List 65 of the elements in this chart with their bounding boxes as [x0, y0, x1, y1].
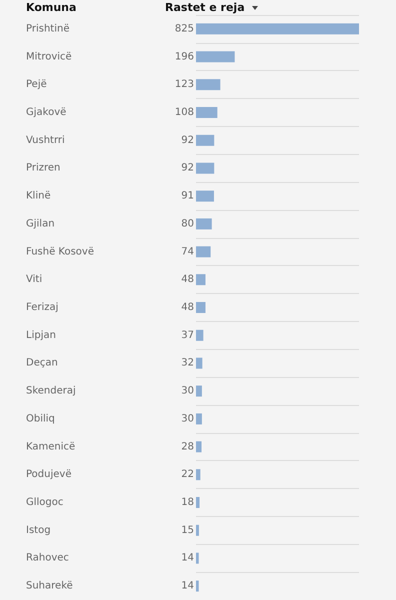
bar [196, 134, 214, 146]
bar [196, 23, 359, 34]
data-label: 14 [181, 580, 194, 592]
y-tick-label: Pejë [26, 79, 47, 90]
y-tick-label: Prishtinë [26, 23, 70, 34]
y-tick-label: Ferizaj [26, 302, 58, 313]
data-label: 30 [181, 413, 194, 424]
bar [196, 190, 214, 202]
y-tick-label: Obiliq [26, 413, 55, 424]
data-label: 15 [181, 524, 194, 536]
data-label: 825 [174, 23, 194, 34]
bar [196, 386, 202, 397]
y-tick-label: Gllogoc [26, 497, 64, 508]
bar [196, 330, 204, 341]
bar [196, 51, 235, 62]
y-tick-label: Klinë [26, 190, 51, 202]
data-label: 48 [181, 302, 194, 313]
y-tick-label: Suharekë [26, 580, 73, 592]
bar [196, 469, 200, 480]
y-tick-label: Fushë Kosovë [26, 246, 94, 258]
y-tick-label: Skenderaj [26, 386, 76, 397]
data-label: 48 [181, 274, 194, 286]
bar [196, 162, 214, 174]
data-label: 74 [181, 246, 194, 258]
data-label: 37 [181, 330, 194, 341]
bar [196, 302, 206, 313]
data-label: 91 [181, 190, 194, 202]
y-tick-label: Vushtrri [26, 134, 65, 146]
y-tick-label: Podujevë [26, 469, 72, 480]
data-label: 108 [174, 107, 194, 118]
y-tick-label: Deçan [26, 358, 58, 369]
bar [196, 107, 218, 118]
y-tick-label: Gjilan [26, 218, 55, 230]
y-tick-label: Viti [26, 274, 42, 286]
data-label: 196 [174, 51, 194, 62]
y-tick-label: Prizren [26, 162, 60, 174]
bar [196, 79, 220, 90]
y-tick-label: Istog [26, 524, 51, 536]
bar [196, 580, 199, 592]
data-label: 92 [181, 162, 194, 174]
data-label: 92 [181, 134, 194, 146]
x-axis-title: Rastet e reja [165, 1, 245, 14]
y-axis-title: Komuna [26, 1, 76, 14]
y-tick-label: Rahovec [26, 552, 69, 564]
bar [196, 497, 200, 508]
data-label: 18 [181, 497, 194, 508]
y-tick-label: Mitrovicë [26, 51, 72, 62]
data-label: 32 [181, 358, 194, 369]
bar [196, 358, 202, 369]
data-label: 14 [181, 552, 194, 564]
bar [196, 524, 199, 536]
data-label: 28 [181, 441, 194, 452]
bar [196, 274, 206, 286]
y-tick-label: Lipjan [26, 330, 56, 341]
data-label: 80 [181, 218, 194, 230]
data-label: 30 [181, 386, 194, 397]
bar [196, 552, 199, 564]
y-tick-label: Kamenicë [26, 441, 76, 452]
data-label: 22 [181, 469, 194, 480]
y-tick-label: Gjakovë [26, 107, 66, 118]
bar [196, 441, 202, 452]
bar [196, 413, 202, 424]
bar [196, 218, 212, 230]
data-label: 123 [174, 79, 194, 90]
bar [196, 246, 211, 258]
